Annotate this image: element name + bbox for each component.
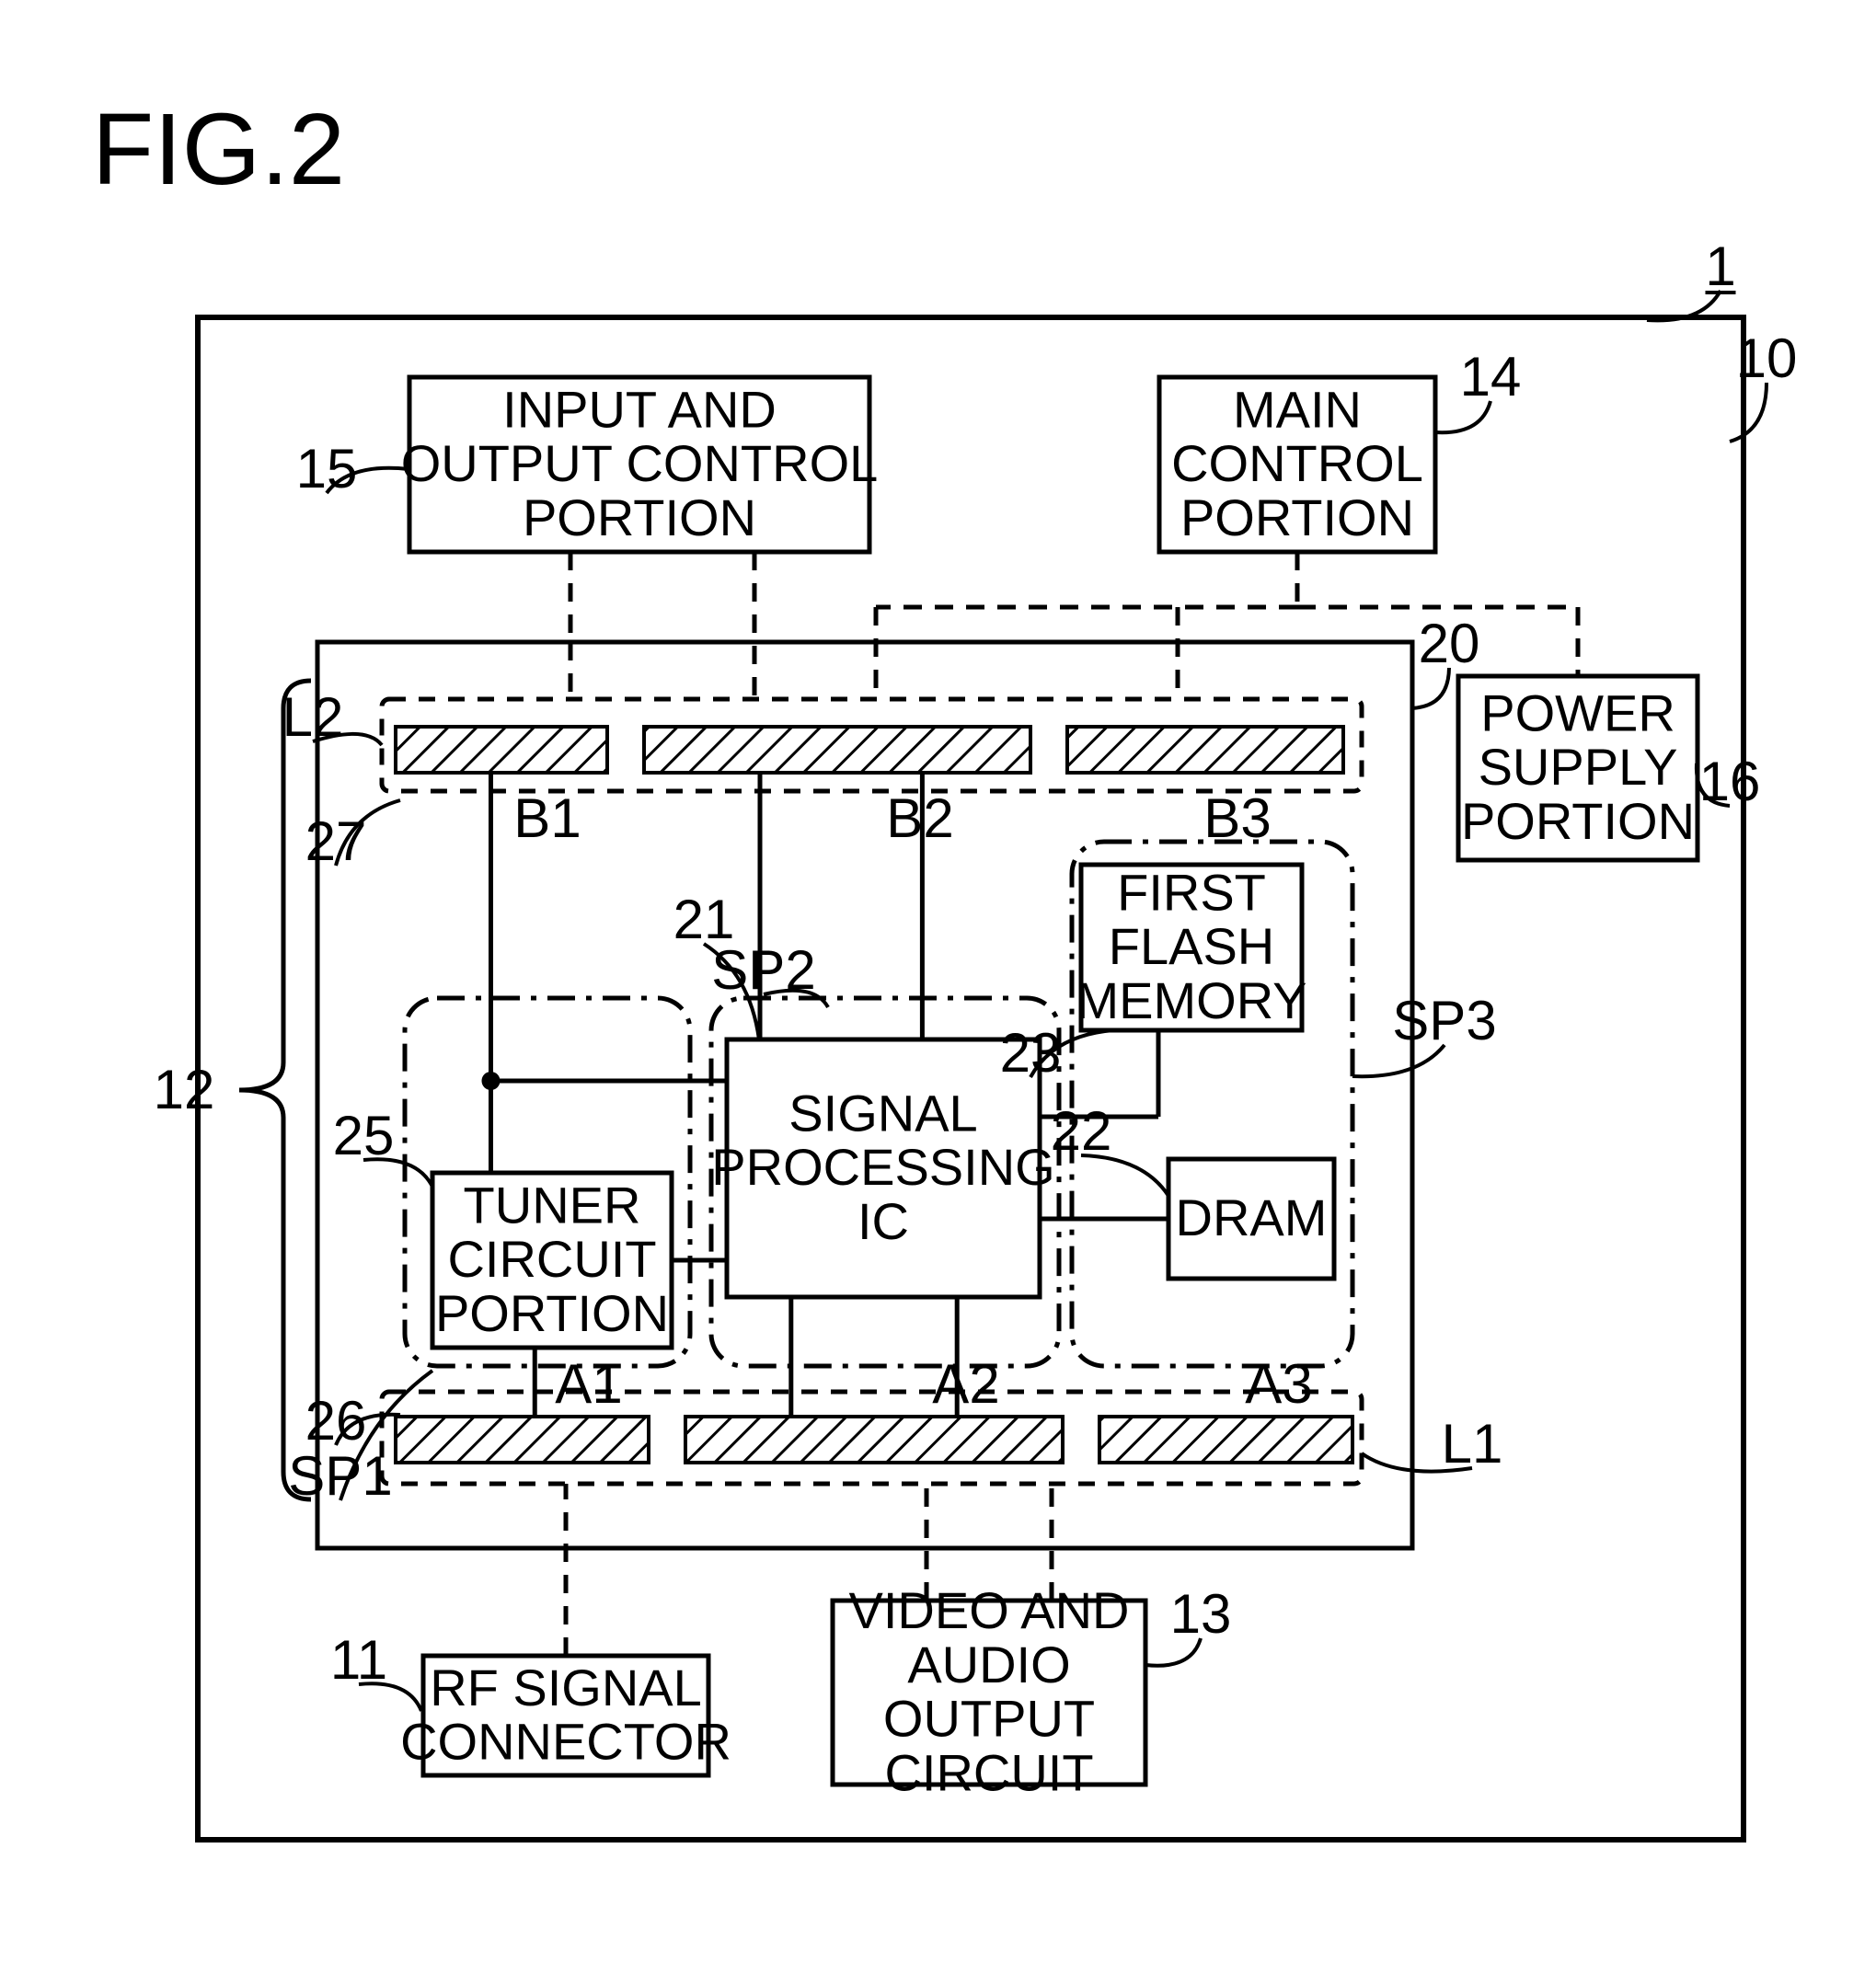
block-sig_proc-line-2: IC (857, 1192, 909, 1250)
block-tuner-line-2: PORTION (435, 1284, 669, 1342)
ref-dram: 22 (1051, 1100, 1112, 1162)
block-video_audio-line-1: AUDIO (907, 1636, 1070, 1693)
terminal-A2 (685, 1417, 1063, 1463)
block-io_control-line-2: PORTION (523, 488, 756, 546)
block-dram-line-0: DRAM (1176, 1188, 1328, 1246)
block-io_control-line-1: OUTPUT CONTROL (401, 434, 879, 492)
ref-12: 12 (154, 1059, 215, 1120)
terminal-A3 (1099, 1417, 1352, 1463)
figure-label: FIG.2 (92, 93, 345, 206)
block-video_audio-line-3: CIRCUIT (884, 1743, 1093, 1801)
block-sig_proc-line-0: SIGNAL (788, 1084, 977, 1142)
terminal-B1 (396, 727, 607, 773)
ref-1: 1 (1705, 235, 1735, 297)
block-power-line-0: POWER (1480, 683, 1675, 741)
block-power-line-1: SUPPLY (1479, 738, 1678, 796)
terminal-B2 (644, 727, 1030, 773)
block-main_control-line-2: PORTION (1180, 488, 1414, 546)
ref-L2_top: L2 (282, 686, 344, 748)
terminal-label-A2: A2 (932, 1353, 999, 1415)
block-power-line-2: PORTION (1461, 792, 1695, 850)
terminal-label-A1: A1 (555, 1353, 622, 1415)
ref-power: 16 (1699, 751, 1761, 812)
block-video_audio-line-2: OUTPUT (883, 1690, 1095, 1748)
block-tuner-line-0: TUNER (464, 1176, 641, 1234)
block-main_control-line-1: CONTROL (1171, 434, 1423, 492)
ref-main_control: 14 (1460, 346, 1522, 408)
block-tuner-line-1: CIRCUIT (447, 1230, 656, 1288)
ref-SP3: SP3 (1392, 990, 1496, 1051)
ref-tuner: 25 (333, 1105, 395, 1166)
block-io_control-line-0: INPUT AND (502, 380, 777, 438)
ref-sig_proc: 21 (673, 889, 735, 950)
block-main_control-line-0: MAIN (1233, 380, 1362, 438)
ref-L1_bot: L1 (1442, 1413, 1503, 1475)
ref-20: 20 (1419, 613, 1480, 674)
block-flash-line-0: FIRST (1117, 863, 1266, 921)
ref-video_audio: 13 (1170, 1583, 1232, 1645)
block-rf-line-0: RF SIGNAL (430, 1659, 702, 1716)
block-flash-line-1: FLASH (1109, 917, 1275, 975)
terminal-B3 (1067, 727, 1343, 773)
block-flash-line-2: MEMORY (1076, 971, 1307, 1029)
ref-rf: 11 (330, 1629, 387, 1691)
block-rf-line-1: CONNECTOR (400, 1713, 731, 1771)
terminal-A1 (396, 1417, 649, 1463)
ref-10: 10 (1736, 327, 1798, 389)
block-sig_proc-line-1: PROCESSING (711, 1138, 1054, 1196)
block-video_audio-line-0: VIDEO AND (849, 1581, 1130, 1639)
terminal-label-A3: A3 (1245, 1353, 1312, 1415)
terminal-label-B1: B1 (513, 787, 581, 849)
